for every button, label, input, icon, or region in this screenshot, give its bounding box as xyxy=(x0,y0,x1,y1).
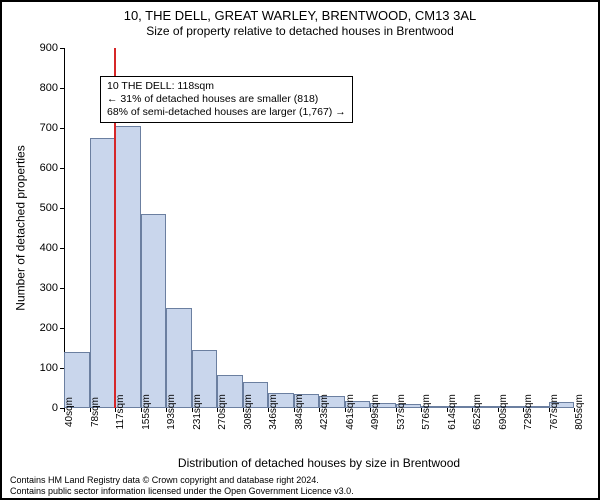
plot-area: 010020030040050060070080090040sqm78sqm11… xyxy=(64,48,574,408)
y-axis-title: Number of detached properties xyxy=(14,48,28,408)
annotation-box: 10 THE DELL: 118sqm← 31% of detached hou… xyxy=(100,76,353,123)
y-tick-label: 600 xyxy=(40,162,58,174)
footer: Contains HM Land Registry data © Crown c… xyxy=(10,475,354,496)
y-tick-label: 200 xyxy=(40,322,58,334)
x-tick-label: 652sqm xyxy=(472,394,483,430)
footer-line1: Contains HM Land Registry data © Crown c… xyxy=(10,475,354,485)
annotation-line: 10 THE DELL: 118sqm xyxy=(107,80,346,93)
x-tick-label: 40sqm xyxy=(64,397,75,427)
x-tick-label: 231sqm xyxy=(192,394,203,430)
chart-title: 10, THE DELL, GREAT WARLEY, BRENTWOOD, C… xyxy=(2,8,598,23)
x-tick-label: 461sqm xyxy=(345,394,356,430)
footer-line2: Contains public sector information licen… xyxy=(10,486,354,496)
y-tick-label: 100 xyxy=(40,362,58,374)
y-tick-label: 500 xyxy=(40,202,58,214)
histogram-bar xyxy=(115,126,141,408)
x-tick-label: 346sqm xyxy=(268,394,279,430)
annotation-line: ← 31% of detached houses are smaller (81… xyxy=(107,93,346,106)
y-tick-label: 400 xyxy=(40,242,58,254)
x-tick-label: 155sqm xyxy=(141,394,152,430)
x-tick-label: 767sqm xyxy=(549,394,560,430)
y-tick-label: 700 xyxy=(40,122,58,134)
x-tick-label: 576sqm xyxy=(421,394,432,430)
x-tick-label: 193sqm xyxy=(166,394,177,430)
histogram-bar xyxy=(166,308,192,408)
x-tick-label: 423sqm xyxy=(319,394,330,430)
y-tick-label: 300 xyxy=(40,282,58,294)
y-tick-label: 800 xyxy=(40,82,58,94)
histogram-bar xyxy=(90,138,116,408)
annotation-line: 68% of semi-detached houses are larger (… xyxy=(107,106,346,119)
x-tick-label: 805sqm xyxy=(574,394,585,430)
x-tick-label: 614sqm xyxy=(447,394,458,430)
y-tick-label: 0 xyxy=(52,402,58,414)
chart-subtitle: Size of property relative to detached ho… xyxy=(2,24,598,38)
x-tick-label: 729sqm xyxy=(523,394,534,430)
x-tick-label: 690sqm xyxy=(498,394,509,430)
x-tick-label: 78sqm xyxy=(90,397,101,427)
x-axis-title: Distribution of detached houses by size … xyxy=(64,456,574,470)
chart-container: 10, THE DELL, GREAT WARLEY, BRENTWOOD, C… xyxy=(0,0,600,500)
y-tick-label: 900 xyxy=(40,42,58,54)
x-tick-label: 270sqm xyxy=(217,394,228,430)
x-tick-label: 308sqm xyxy=(243,394,254,430)
histogram-bar xyxy=(141,214,167,408)
x-tick-label: 384sqm xyxy=(294,394,305,430)
x-tick-label: 537sqm xyxy=(396,394,407,430)
x-tick-label: 117sqm xyxy=(115,395,126,430)
x-tick-label: 499sqm xyxy=(370,394,381,430)
